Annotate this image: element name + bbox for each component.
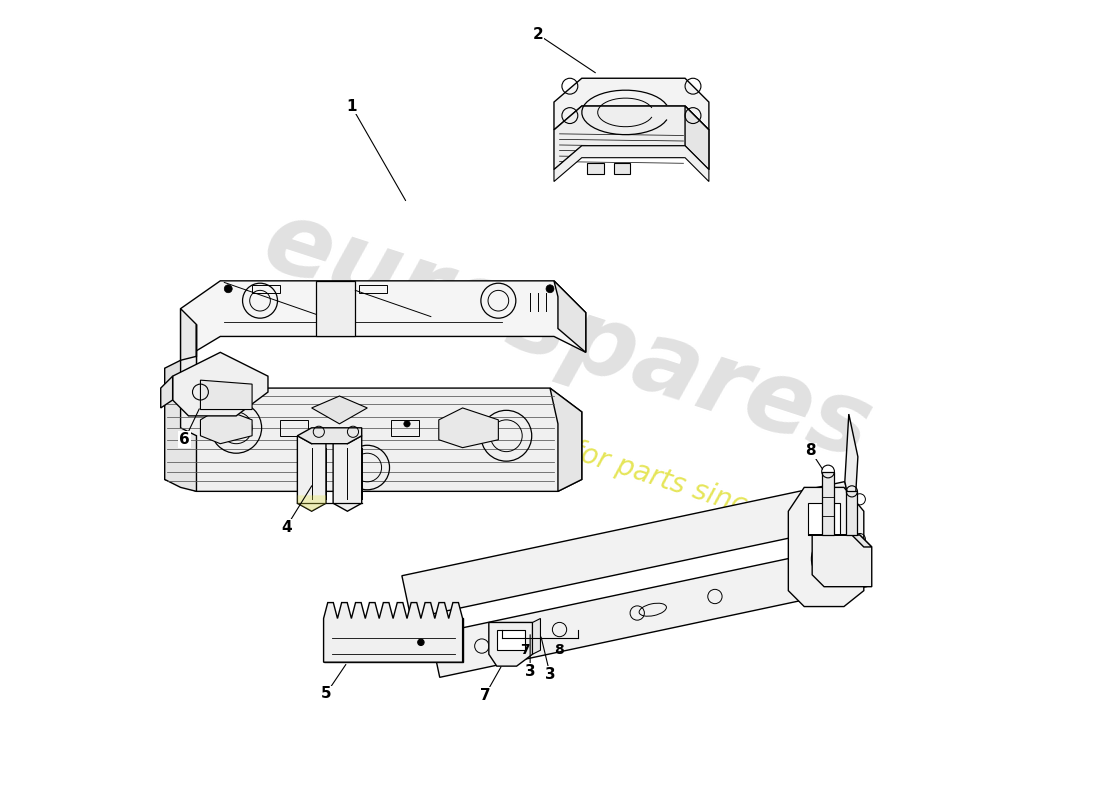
- Polygon shape: [180, 309, 197, 376]
- Polygon shape: [846, 491, 858, 535]
- Polygon shape: [316, 281, 355, 337]
- Ellipse shape: [516, 563, 541, 579]
- Text: 3: 3: [525, 664, 536, 679]
- Polygon shape: [333, 436, 362, 511]
- Polygon shape: [497, 630, 525, 650]
- Polygon shape: [685, 106, 708, 170]
- Ellipse shape: [598, 546, 624, 562]
- Polygon shape: [430, 544, 867, 678]
- Ellipse shape: [474, 572, 499, 588]
- Polygon shape: [554, 106, 708, 170]
- Polygon shape: [200, 380, 252, 410]
- Polygon shape: [822, 471, 835, 535]
- Polygon shape: [554, 146, 708, 182]
- Polygon shape: [165, 360, 180, 400]
- Text: 6: 6: [179, 432, 190, 447]
- Ellipse shape: [764, 510, 790, 526]
- Polygon shape: [789, 487, 864, 606]
- Polygon shape: [165, 384, 197, 491]
- Polygon shape: [165, 325, 582, 491]
- Polygon shape: [554, 78, 708, 130]
- Polygon shape: [323, 618, 463, 662]
- Polygon shape: [808, 535, 871, 547]
- Ellipse shape: [723, 519, 748, 535]
- Circle shape: [546, 285, 554, 293]
- Polygon shape: [297, 495, 326, 511]
- Text: 3: 3: [544, 666, 556, 682]
- Polygon shape: [161, 376, 173, 408]
- Polygon shape: [812, 535, 871, 586]
- Ellipse shape: [681, 528, 706, 544]
- Polygon shape: [845, 414, 858, 524]
- Polygon shape: [808, 503, 840, 535]
- Text: 2: 2: [532, 27, 543, 42]
- Polygon shape: [532, 618, 540, 654]
- Text: 7: 7: [480, 688, 491, 703]
- Ellipse shape: [812, 541, 837, 577]
- Polygon shape: [587, 163, 604, 174]
- Ellipse shape: [640, 537, 666, 553]
- Text: 8: 8: [805, 443, 816, 458]
- Circle shape: [404, 421, 410, 427]
- Text: 8: 8: [554, 643, 564, 658]
- Polygon shape: [311, 396, 367, 424]
- Circle shape: [224, 285, 232, 293]
- Polygon shape: [614, 163, 630, 174]
- Polygon shape: [402, 482, 854, 618]
- Text: 7: 7: [520, 643, 530, 658]
- Text: 4: 4: [280, 520, 292, 534]
- Text: eurospares: eurospares: [252, 193, 883, 480]
- Text: 1: 1: [346, 98, 356, 114]
- Polygon shape: [550, 388, 582, 491]
- Polygon shape: [488, 622, 532, 666]
- Ellipse shape: [557, 554, 582, 570]
- Polygon shape: [173, 352, 268, 416]
- Polygon shape: [180, 281, 585, 360]
- Polygon shape: [323, 602, 463, 662]
- Polygon shape: [554, 281, 585, 352]
- Text: 5: 5: [321, 686, 331, 702]
- Ellipse shape: [432, 581, 458, 597]
- Polygon shape: [200, 408, 252, 444]
- Circle shape: [418, 639, 425, 646]
- Polygon shape: [439, 408, 498, 448]
- Ellipse shape: [805, 502, 830, 518]
- Polygon shape: [297, 436, 326, 511]
- Polygon shape: [297, 428, 362, 444]
- Text: a passion for parts since 1985: a passion for parts since 1985: [433, 394, 842, 550]
